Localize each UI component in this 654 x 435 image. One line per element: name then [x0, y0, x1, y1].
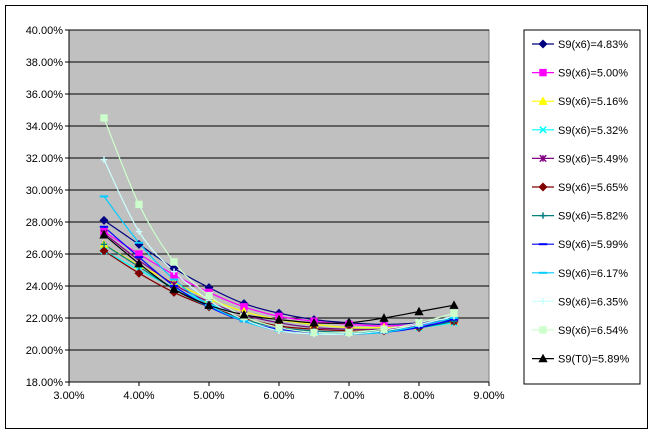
legend-label: S9(x6)=5.16%	[558, 96, 628, 108]
legend-box	[523, 29, 641, 385]
y-tick-label: 40.00%	[26, 25, 64, 37]
data-point	[99, 215, 109, 225]
data-point	[345, 328, 353, 337]
data-point	[100, 156, 108, 163]
data-point	[134, 258, 144, 268]
y-tick-label: 18.00%	[26, 377, 64, 389]
data-point	[100, 114, 108, 122]
data-point	[415, 319, 423, 327]
y-tick-label: 34.00%	[26, 121, 64, 133]
legend-label: S9(T0)=5.89%	[558, 354, 629, 366]
legend-swatch-marker	[539, 68, 547, 77]
data-point	[135, 228, 143, 235]
data-point	[170, 258, 178, 266]
data-point	[450, 309, 458, 317]
data-point	[99, 229, 109, 239]
data-point	[239, 309, 249, 319]
x-axis-ticks: 3.00% 4.00% 5.00% 6.00% 7.00% 8.00% 9.00%	[53, 381, 505, 402]
data-point	[310, 328, 318, 337]
data-point	[135, 200, 143, 209]
legend: S9(x6)=4.83% S9(x6)=5.00% S9(x6)=5.16% S9(x…	[532, 39, 629, 366]
legend-label: S9(x6)=6.17%	[558, 268, 628, 280]
data-point	[205, 291, 213, 300]
legend-label: S9(x6)=6.54%	[558, 325, 628, 337]
legend-swatch-marker	[538, 353, 548, 363]
x-tick-label: 3.00%	[53, 390, 84, 402]
data-point	[170, 268, 178, 275]
y-tick-label: 22.00%	[26, 313, 64, 325]
data-point	[344, 317, 354, 327]
y-tick-label: 38.00%	[26, 57, 64, 69]
legend-swatch-marker	[538, 182, 548, 192]
y-tick-label: 24.00%	[26, 281, 64, 293]
legend-label: S9(x6)=6.35%	[558, 296, 628, 308]
y-tick-label: 28.00%	[26, 217, 64, 229]
data-point	[275, 323, 283, 332]
data-point	[100, 241, 108, 248]
legend-label: S9(x6)=5.82%	[558, 211, 628, 223]
y-tick-label: 30.00%	[26, 185, 64, 197]
legend-label: S9(x6)=5.49%	[558, 153, 628, 165]
data-point	[309, 317, 319, 327]
x-tick-label: 6.00%	[263, 390, 294, 402]
x-tick-label: 8.00%	[403, 390, 434, 402]
x-tick-label: 7.00%	[333, 390, 364, 402]
x-tick-label: 9.00%	[473, 390, 504, 402]
data-point	[99, 246, 109, 256]
data-point	[274, 314, 284, 324]
legend-label: S9(x6)=4.83%	[558, 39, 628, 51]
legend-label: S9(x6)=5.65%	[558, 182, 628, 194]
legend-label: S9(x6)=5.32%	[558, 125, 628, 137]
data-point	[380, 325, 388, 333]
legend-swatch-marker	[538, 96, 548, 105]
data-point	[379, 313, 389, 322]
data-point	[449, 300, 459, 309]
legend-label: S9(x6)=5.99%	[558, 239, 628, 251]
y-tick-label: 32.00%	[26, 153, 64, 165]
series-markers	[99, 114, 459, 338]
legend-swatch-marker	[539, 154, 547, 163]
x-tick-label: 5.00%	[193, 390, 224, 402]
y-tick-label: 36.00%	[26, 89, 64, 101]
data-point	[414, 306, 424, 316]
legend-swatch-marker	[539, 126, 547, 134]
y-tick-label: 26.00%	[26, 249, 64, 261]
data-point	[169, 284, 179, 293]
data-point	[134, 268, 144, 278]
x-tick-label: 4.00%	[123, 390, 154, 402]
legend-swatch-marker	[539, 326, 547, 334]
y-tick-label: 20.00%	[26, 345, 64, 357]
y-axis-ticks: 18.00% 20.00% 22.00% 24.00% 26.00% 28.00% 30.0…	[26, 25, 70, 389]
legend-label: S9(x6)=5.00%	[558, 68, 628, 80]
legend-swatch-marker	[539, 212, 547, 219]
data-point	[204, 300, 214, 309]
legend-swatch-marker	[539, 298, 547, 305]
legend-swatch-marker	[538, 39, 548, 49]
